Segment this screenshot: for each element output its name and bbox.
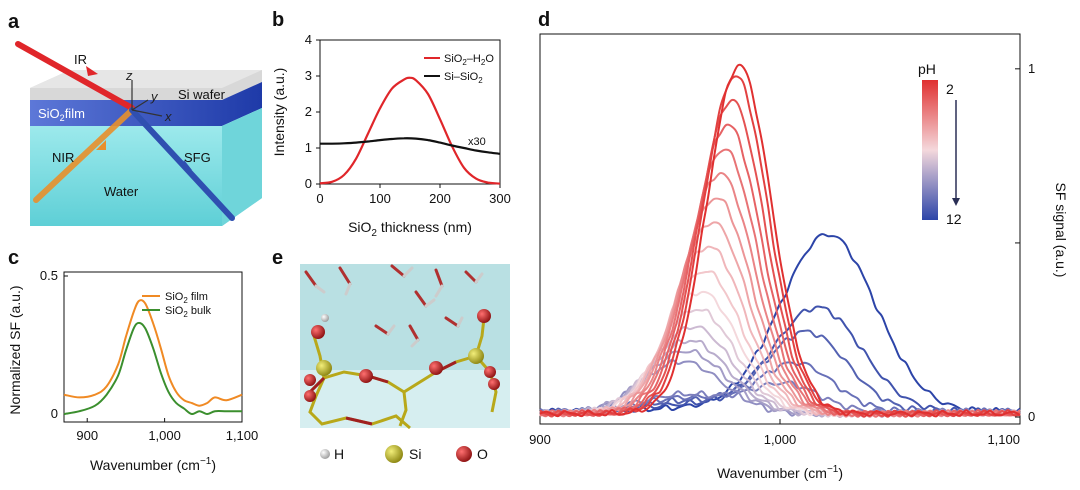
o-atom — [484, 366, 496, 378]
panel-c-ytick-label: 0 — [51, 406, 58, 421]
panel-d-xtick-label: 900 — [529, 432, 551, 447]
panel-b-label: b — [272, 9, 284, 31]
ph-direction-arrow-icon — [952, 198, 960, 206]
ir-beam — [15, 41, 135, 111]
panel-a-label: a — [8, 11, 20, 33]
series-line-si-sio2 — [320, 137, 501, 155]
spectrum-line-ph-11 — [539, 290, 1021, 418]
panel-c-ylabel: Normalized SF (a.u.) — [7, 285, 23, 414]
panel-e-atoms — [304, 309, 500, 402]
legend-si-label: Si — [409, 446, 421, 462]
panel-d-label: d — [538, 9, 550, 31]
panel-b-xlabel: SiO2 thickness (nm) — [348, 219, 472, 239]
legend-label-sio2-h2o: SiO2–H2O — [444, 53, 494, 67]
legend-label-si-sio2: Si–SiO2 — [444, 71, 483, 85]
panel-b-legend: SiO2–H2O Si–SiO2 — [424, 53, 494, 85]
ph-colorbar-min-label: 2 — [946, 81, 954, 97]
panel-b-xtick-label: 100 — [369, 191, 391, 206]
si-wafer-label: Si wafer — [178, 87, 226, 102]
panel-d-xtick-label: 1,100 — [987, 432, 1020, 447]
panel-e: e — [272, 247, 510, 463]
panel-c-frame — [63, 271, 243, 423]
panel-b-ytick-label: 3 — [305, 68, 312, 83]
panel-c-xlabel: Wavenumber (cm−1) — [90, 456, 216, 473]
o-atom — [477, 309, 491, 323]
spectrum-line-ph-5 — [539, 148, 1021, 418]
o-atom — [488, 378, 500, 390]
panel-b-xtick-label: 300 — [489, 191, 511, 206]
nir-label: NIR — [52, 150, 74, 165]
legend-si-atom-icon — [385, 445, 403, 463]
axis-x-label: x — [164, 109, 172, 124]
water-label: Water — [104, 184, 139, 199]
water-side — [222, 108, 262, 226]
legend-h-atom-icon — [320, 449, 330, 459]
nir-beam — [33, 107, 135, 203]
panel-d-ytick-label: 0 — [1028, 409, 1035, 424]
ph-colorbar-max-label: 12 — [946, 211, 962, 227]
panel-b-xtick-label: 0 — [316, 191, 323, 206]
ir-label: IR — [74, 52, 87, 67]
o-atom — [359, 369, 373, 383]
panel-d-xtick-label: 1,000 — [764, 432, 797, 447]
sfg-label: SFG — [184, 150, 211, 165]
spectrum-line-ph-9 — [539, 245, 1021, 418]
water-block — [30, 108, 262, 226]
o-atom — [304, 390, 316, 402]
panel-c-label: c — [8, 247, 19, 269]
panel-c-ytick-label: 0.5 — [40, 268, 58, 283]
series-line-sio2-h2o — [319, 76, 501, 185]
panel-b-ylabel: Intensity (a.u.) — [271, 68, 287, 157]
legend-o-atom-icon — [456, 446, 472, 462]
axis-z-label: z — [125, 68, 133, 83]
o-atom — [429, 361, 443, 375]
h-atom — [321, 314, 329, 322]
legend-label-sio2-film: SiO2 film — [165, 291, 208, 305]
ph-colorbar: pH 2 12 — [918, 61, 962, 227]
ph-colorbar-title: pH — [918, 61, 936, 77]
nir-arrow-icon — [96, 140, 106, 150]
o-atom — [304, 374, 316, 386]
panel-c-legend: SiO2 film SiO2 bulk — [142, 291, 212, 319]
panel-e-legend: H Si O — [320, 445, 488, 463]
panel-b-ytick-label: 2 — [305, 104, 312, 119]
ph-colorbar-gradient — [922, 80, 938, 220]
panel-b-ytick-label: 0 — [305, 176, 312, 191]
panel-b-ytick-label: 4 — [305, 32, 312, 47]
panel-d-chart: d 900 1,000 1,100 0 1 SF signal (a.u.) Waven… — [529, 9, 1069, 481]
panel-b-annotation-x30: x30 — [468, 136, 486, 148]
panel-d-ylabel: SF signal (a.u.) — [1053, 183, 1069, 278]
xyz-axes-icon — [131, 80, 163, 117]
si-atom — [468, 348, 484, 364]
series-line-sio2-bulk — [63, 321, 242, 416]
axis-y-label: y — [150, 89, 159, 104]
ir-arrow-icon — [86, 66, 98, 76]
panel-d-ytick-label: 1 — [1028, 61, 1035, 76]
panel-c-chart: c 900 1,000 1,100 0 0.5 Normalized SF (a.u.)… — [7, 247, 258, 473]
panel-b-chart: b 0 100 200 300 0 1 2 3 4 Intensity (a.u.) SiO2 … — [271, 9, 511, 239]
panel-c-xtick-label: 1,000 — [148, 428, 181, 443]
panel-c-xtick-label: 900 — [76, 428, 98, 443]
o-atom — [311, 325, 325, 339]
legend-label-sio2-bulk: SiO2 bulk — [165, 305, 212, 319]
legend-h-label: H — [334, 446, 344, 462]
panel-b-ytick-label: 1 — [305, 140, 312, 155]
water-molecules — [304, 264, 484, 348]
panel-d-xlabel: Wavenumber (cm−1) — [717, 464, 843, 481]
si-atom — [316, 360, 332, 376]
panel-e-label: e — [272, 247, 283, 269]
panel-c-xtick-label: 1,100 — [226, 428, 259, 443]
series-line-sio2-film — [63, 299, 243, 407]
sfg-arrow-icon — [182, 160, 192, 170]
panel-b-xtick-label: 200 — [429, 191, 451, 206]
legend-o-label: O — [477, 446, 488, 462]
panel-a: a z y x IR Si wafer SiO2film NIR SFG Wat… — [8, 11, 262, 226]
sfg-beam — [129, 107, 235, 221]
spectrum-line-ph-1 — [539, 63, 1021, 418]
sio2-film-layer — [30, 82, 262, 126]
sio2-film-label: SiO2film — [38, 106, 85, 123]
